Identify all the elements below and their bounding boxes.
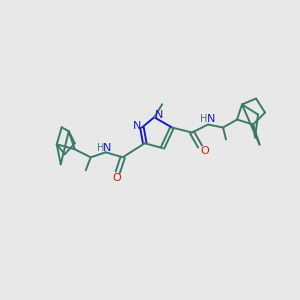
Text: O: O bbox=[201, 146, 209, 155]
Text: N: N bbox=[207, 113, 215, 124]
Text: N: N bbox=[155, 110, 164, 120]
Text: N: N bbox=[133, 121, 141, 130]
Text: H: H bbox=[200, 113, 208, 124]
Text: N: N bbox=[103, 143, 111, 153]
Text: O: O bbox=[112, 173, 121, 183]
Text: H: H bbox=[97, 143, 104, 153]
